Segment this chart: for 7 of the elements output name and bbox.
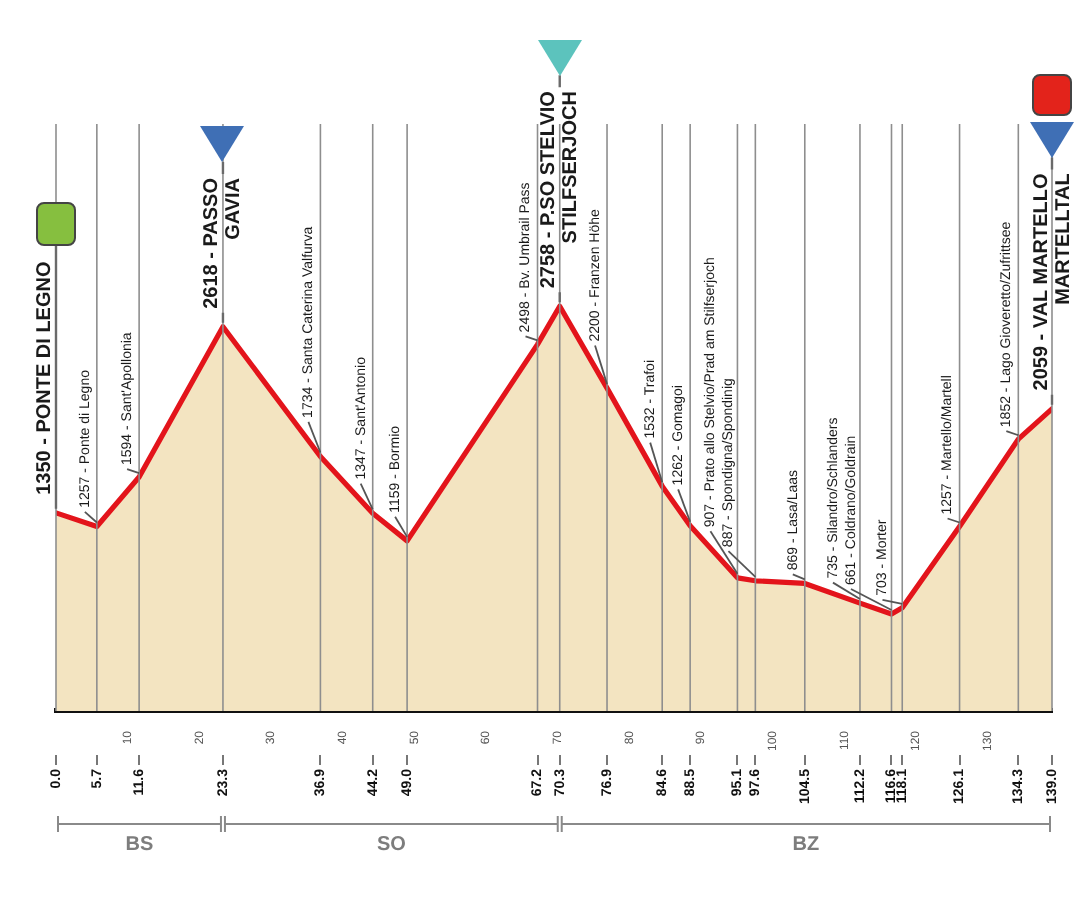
data-label: 2618 - PASSO GAVIA <box>201 177 246 309</box>
text: BZ <box>792 833 820 856</box>
data-label: 2758 - P.SO STELVIO STILFSERJOCH <box>538 90 583 289</box>
text: BS <box>125 833 155 856</box>
data-label: 2059 - VAL MARTELLO MARTELLTAL <box>1030 172 1075 391</box>
data-label: 1350 - PONTE DI LEGNO <box>33 261 56 495</box>
text: SO <box>376 833 407 856</box>
